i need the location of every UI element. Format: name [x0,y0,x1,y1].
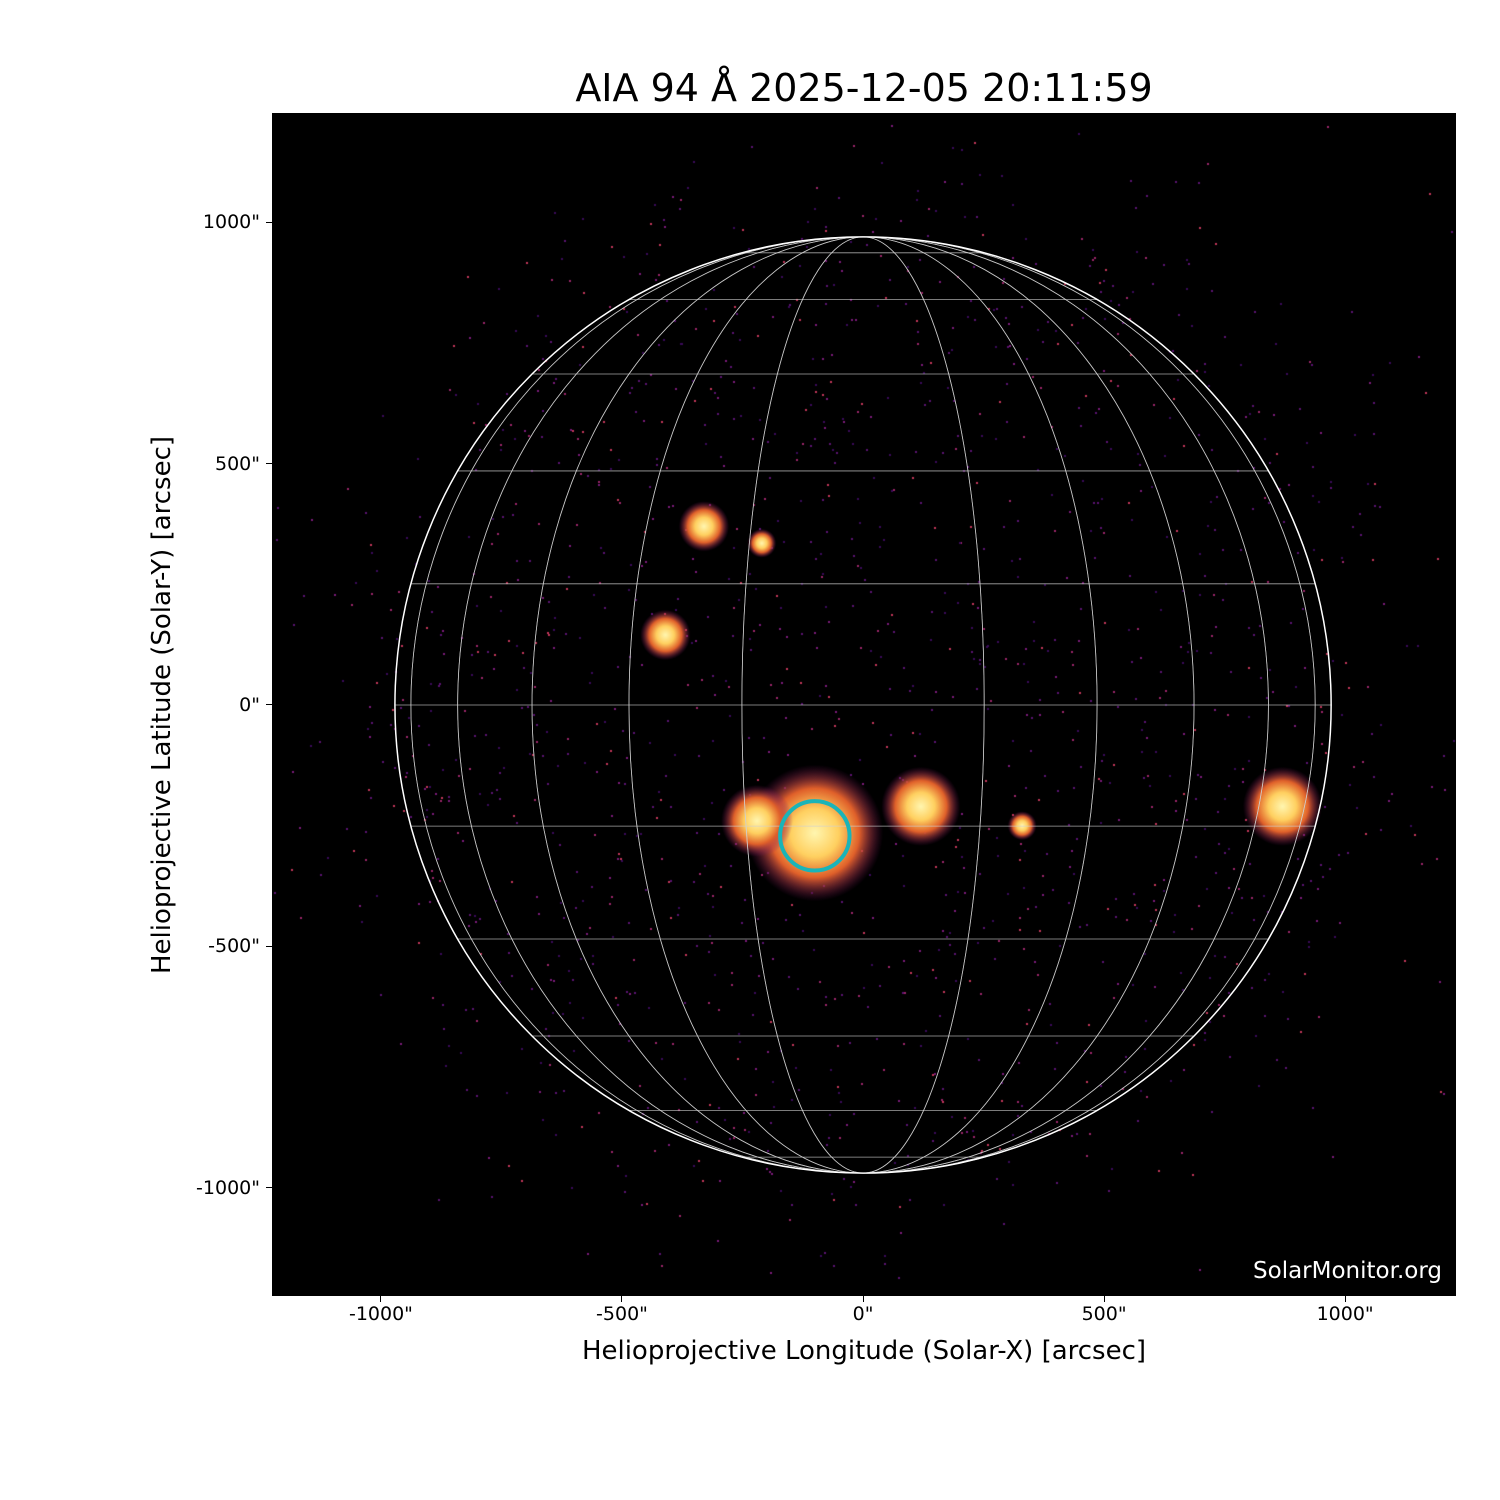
x-tick-label: -500" [596,1303,648,1325]
x-axis-label: Helioprojective Longitude (Solar-X) [arc… [581,1336,1147,1366]
y-tick-label: 0" [239,693,260,716]
y-tick-mark [266,1187,272,1189]
y-tick-label: -500" [208,935,260,958]
y-tick-label: -1000" [196,1176,260,1199]
x-tick-mark [1344,1296,1346,1302]
y-tick-mark [266,704,272,706]
watermark: SolarMonitor.org [1253,1258,1442,1284]
y-tick-mark [266,463,272,465]
chart-title: AIA 94 Å 2025-12-05 20:11:59 [575,66,1153,110]
x-tick-label: 0" [852,1303,874,1325]
y-tick-label: 500" [214,452,260,475]
y-tick-mark [266,945,272,947]
solar-disk-image [272,113,1456,1296]
x-tick-label: 1000" [1316,1303,1374,1325]
solar-limb [394,236,1332,1174]
heliographic-grid [394,236,1332,1174]
solar-image-axes: SolarMonitor.org [272,113,1456,1296]
x-tick-mark [380,1296,382,1302]
x-tick-mark [621,1296,623,1302]
x-tick-label: 500" [1081,1303,1127,1325]
y-axis-label: Helioprojective Latitude (Solar-Y) [arcs… [147,435,177,975]
y-tick-mark [266,221,272,223]
y-tick-label: 1000" [202,211,260,234]
x-tick-label: -1000" [348,1303,413,1325]
x-tick-mark [1103,1296,1105,1302]
x-tick-mark [862,1296,864,1302]
region-highlight-circle [778,799,852,873]
